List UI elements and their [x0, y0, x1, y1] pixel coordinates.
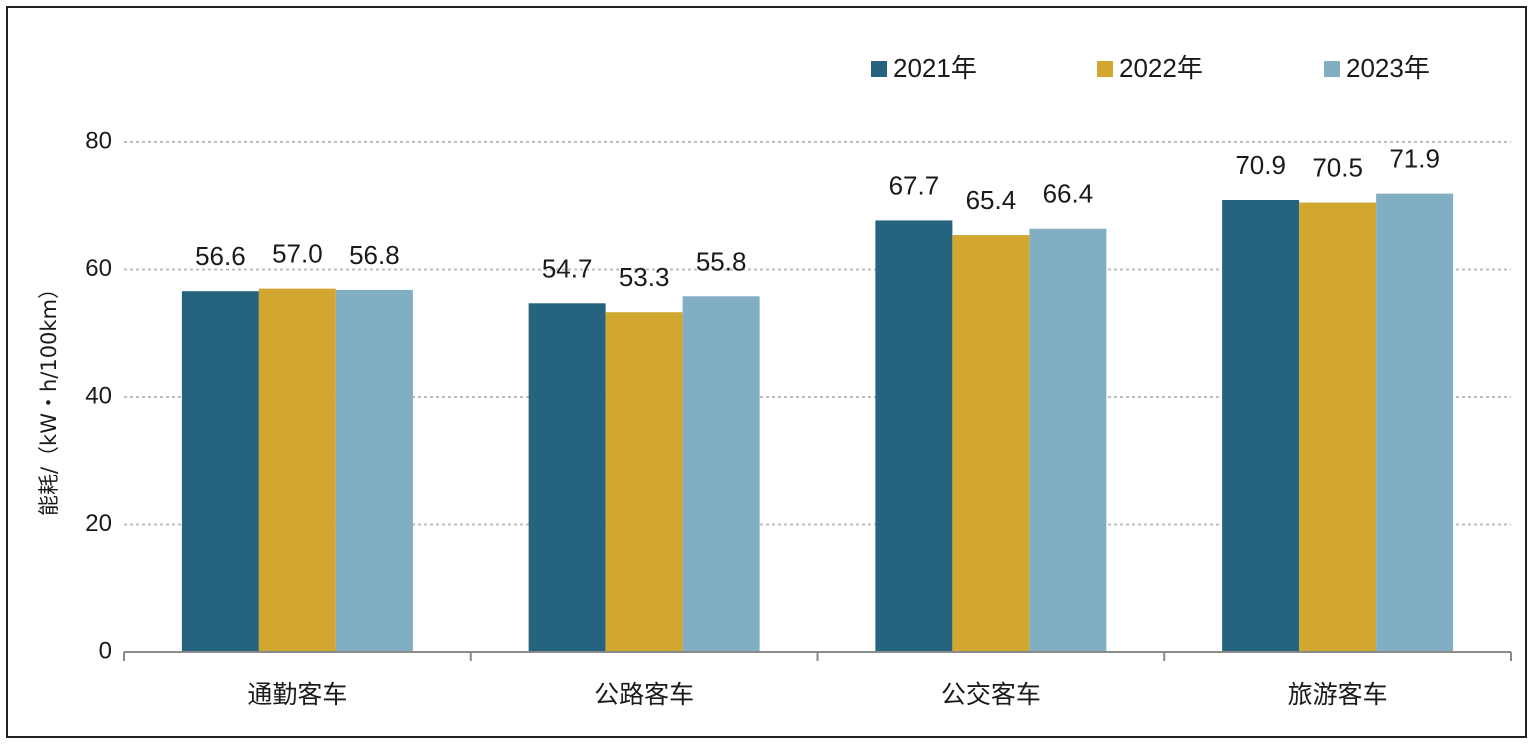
legend-swatch — [1097, 61, 1113, 77]
x-tick-label: 公交客车 — [941, 680, 1041, 709]
y-axis-title: 能耗/（kW・h/100km） — [37, 278, 61, 516]
y-tick-label: 20 — [85, 510, 112, 537]
bar — [875, 220, 953, 652]
data-label: 66.4 — [1043, 179, 1094, 209]
data-label: 70.5 — [1312, 153, 1363, 183]
y-tick-label: 60 — [85, 255, 112, 282]
bar — [181, 291, 259, 652]
bar — [1299, 202, 1377, 652]
y-tick-label: 0 — [99, 637, 112, 664]
x-tick-label: 公路客车 — [594, 680, 694, 709]
x-tick-label: 旅游客车 — [1288, 680, 1388, 709]
data-labels: 56.6 57.0 56.8 54.7 53.3 55.8 67.7 65.4 66.4 70.9… — [195, 144, 1440, 293]
bar — [682, 296, 760, 652]
data-label: 55.8 — [696, 246, 747, 276]
bars — [181, 193, 1454, 652]
bar — [528, 303, 606, 652]
legend-swatch — [1324, 61, 1340, 77]
legend: 2021年 2022年 2023年 — [871, 53, 1430, 83]
data-label: 54.7 — [542, 253, 593, 283]
bar — [1376, 193, 1454, 652]
y-tick-label: 40 — [85, 382, 112, 409]
data-label: 65.4 — [966, 185, 1017, 215]
bar — [1222, 200, 1300, 652]
legend-label: 2021年 — [893, 53, 977, 83]
legend-swatch — [871, 61, 887, 77]
x-axis: 通勤客车 公路客车 公交客车 旅游客车 — [123, 651, 1512, 709]
x-tick-label: 通勤客车 — [247, 680, 347, 709]
legend-label: 2022年 — [1119, 53, 1203, 83]
data-label: 56.6 — [195, 241, 246, 271]
bar — [258, 288, 336, 652]
data-label: 67.7 — [889, 170, 940, 200]
data-label: 56.8 — [349, 240, 400, 270]
bar — [335, 289, 413, 652]
bar — [952, 235, 1030, 652]
legend-label: 2023年 — [1346, 53, 1430, 83]
data-label: 53.3 — [619, 262, 670, 292]
data-label: 71.9 — [1389, 144, 1440, 174]
y-tick-label: 80 — [85, 127, 112, 154]
y-axis: 0 20 40 60 80 — [85, 127, 112, 664]
data-label: 70.9 — [1235, 150, 1286, 180]
data-label: 57.0 — [272, 239, 323, 269]
bar — [1029, 228, 1107, 652]
bar — [605, 312, 683, 652]
